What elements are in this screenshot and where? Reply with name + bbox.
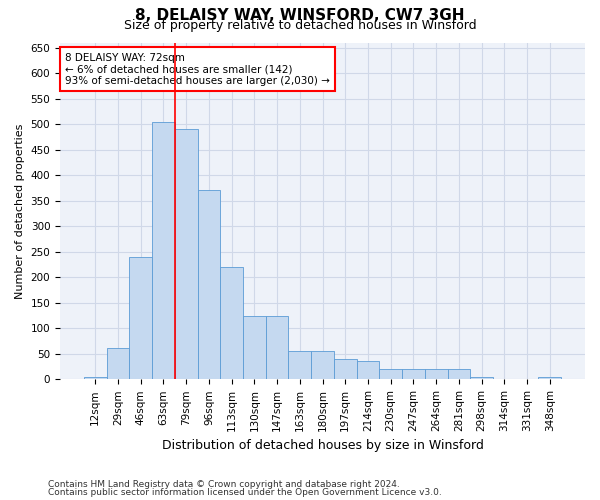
Bar	[197, 190, 220, 380]
Bar	[84, 377, 107, 380]
Bar	[266, 316, 289, 380]
Bar	[107, 348, 130, 380]
Bar	[448, 369, 470, 380]
Text: 8 DELAISY WAY: 72sqm
← 6% of detached houses are smaller (142)
93% of semi-detac: 8 DELAISY WAY: 72sqm ← 6% of detached ho…	[65, 52, 330, 86]
Bar	[356, 362, 379, 380]
Bar	[243, 316, 266, 380]
Bar	[334, 359, 356, 380]
Text: Size of property relative to detached houses in Winsford: Size of property relative to detached ho…	[124, 18, 476, 32]
Bar	[425, 369, 448, 380]
Text: 8, DELAISY WAY, WINSFORD, CW7 3GH: 8, DELAISY WAY, WINSFORD, CW7 3GH	[135, 8, 465, 22]
Bar	[402, 369, 425, 380]
Bar	[379, 369, 402, 380]
Bar	[130, 257, 152, 380]
Bar	[538, 377, 561, 380]
Bar	[152, 122, 175, 380]
Y-axis label: Number of detached properties: Number of detached properties	[15, 123, 25, 298]
Bar	[311, 352, 334, 380]
X-axis label: Distribution of detached houses by size in Winsford: Distribution of detached houses by size …	[161, 440, 484, 452]
Bar	[175, 130, 197, 380]
Bar	[289, 352, 311, 380]
Bar	[470, 377, 493, 380]
Text: Contains public sector information licensed under the Open Government Licence v3: Contains public sector information licen…	[48, 488, 442, 497]
Text: Contains HM Land Registry data © Crown copyright and database right 2024.: Contains HM Land Registry data © Crown c…	[48, 480, 400, 489]
Bar	[220, 267, 243, 380]
